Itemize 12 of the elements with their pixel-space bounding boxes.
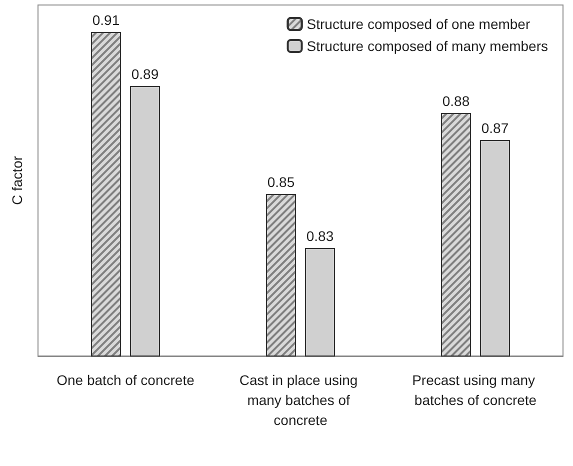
- data-label: 0.91: [92, 12, 120, 28]
- y-axis-title: C factor: [9, 156, 25, 206]
- data-label: 0.83: [306, 228, 334, 244]
- x-tick-label: One batch of concrete: [56, 372, 195, 388]
- data-label: 0.85: [267, 174, 295, 190]
- data-label: 0.88: [442, 93, 470, 109]
- legend-label: Structure composed of many members: [306, 38, 548, 54]
- x-tick-label: Precast using many batches of concrete: [412, 372, 539, 408]
- data-label: 0.87: [481, 120, 509, 136]
- data-label: 0.89: [131, 66, 159, 82]
- legend-label: Structure composed of one member: [306, 16, 530, 32]
- x-tick-label: Cast in place using many batches of concrete: [239, 372, 362, 428]
